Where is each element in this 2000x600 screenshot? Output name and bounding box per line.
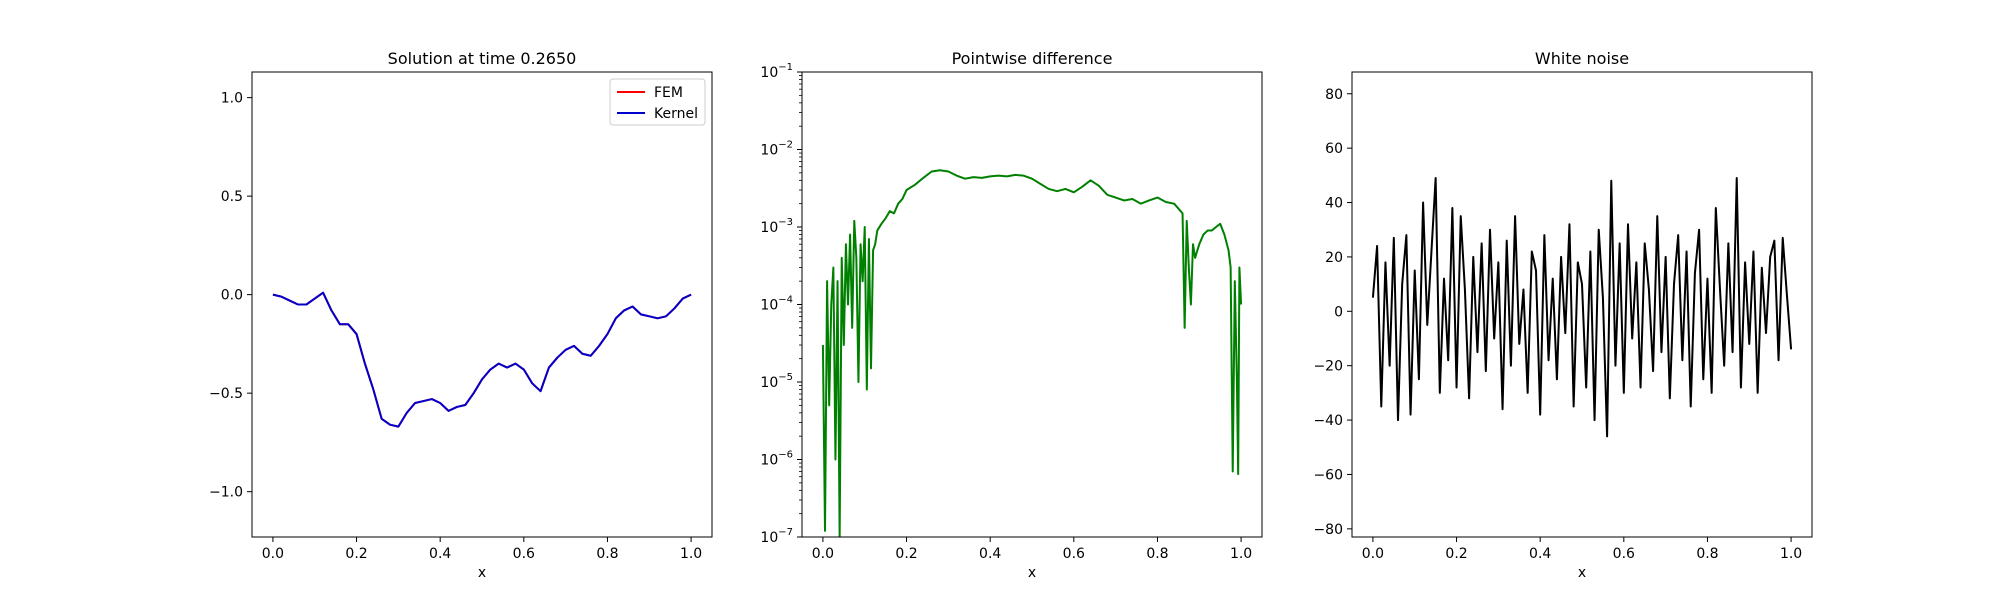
legend: FEM Kernel [609,78,706,126]
series-line-solution-kernel [272,291,692,428]
x-tick-label-solution-3: 0.6 [513,546,535,562]
series-layer-solution [272,291,692,428]
y-tick-label-difference-4: 10−3 [760,217,793,236]
y-tick-label-noise-7: 60 [1325,141,1343,157]
x-axis-label-difference: x [1028,565,1036,581]
x-tick-label-solution-4: 0.8 [596,546,618,562]
series-layer-noise [1371,177,1793,438]
y-tick-label-solution-1: −0.5 [209,386,243,402]
x-tick-label-solution-1: 0.2 [345,546,367,562]
chart-title-solution: Solution at time 0.2650 [388,49,577,68]
y-tick-label-noise-8: 80 [1325,87,1343,103]
series-line-difference-0 [821,169,1243,537]
x-tick-label-difference-1: 0.2 [895,546,917,562]
x-tick-label-solution-0: 0.0 [262,546,284,562]
y-tick-label-noise-5: 20 [1325,250,1343,266]
y-tick-label-difference-3: 10−4 [760,295,793,314]
x-tick-label-difference-4: 0.8 [1146,546,1168,562]
series-line-noise-0 [1371,177,1793,438]
y-tick-label-noise-1: −60 [1313,467,1343,483]
x-tick-label-noise-0: 0.0 [1362,546,1384,562]
x-tick-label-difference-0: 0.0 [812,546,834,562]
x-tick-label-solution-5: 1.0 [680,546,702,562]
y-tick-label-difference-2: 10−5 [760,372,793,391]
y-tick-label-difference-5: 10−2 [760,140,793,159]
y-tick-label-difference-1: 10−6 [760,450,793,469]
y-tick-label-noise-4: 0 [1334,304,1343,320]
y-tick-label-difference-0: 10−7 [760,527,793,546]
x-tick-label-difference-2: 0.4 [979,546,1001,562]
legend-label-kernel: Kernel [654,106,698,122]
plot-area-difference [802,72,1262,537]
y-tick-label-difference-6: 10−1 [760,62,793,81]
x-tick-label-solution-2: 0.4 [429,546,451,562]
y-tick-label-solution-3: 0.5 [221,189,243,205]
x-tick-label-difference-5: 1.0 [1230,546,1252,562]
y-tick-label-solution-4: 1.0 [221,91,243,107]
chart-title-difference: Pointwise difference [952,49,1113,68]
x-tick-label-difference-3: 0.6 [1063,546,1085,562]
x-axis-label-solution: x [478,565,486,581]
ticks-layer-solution: 0.0 0.2 0.4 0.6 0.8 1.0 −1.0 −0.5 0.0 0.5 1.0 [209,91,702,562]
x-tick-label-noise-5: 1.0 [1780,546,1802,562]
y-tick-label-noise-3: −20 [1313,359,1343,375]
y-tick-label-solution-0: −1.0 [209,485,243,501]
axes-frame-noise [1351,71,1813,538]
plot-area-solution [252,72,712,537]
chart-title-noise: White noise [1535,49,1629,68]
legend-label-fem: FEM [654,85,683,101]
x-tick-label-noise-3: 0.6 [1613,546,1635,562]
x-axis-label-noise: x [1578,565,1586,581]
axes-frame-solution [251,71,713,538]
series-layer-difference [821,169,1243,537]
ticks-layer-difference: 0.0 0.2 0.4 0.6 0.8 1.0 10−7 10−6 10−5 10−4 10−3 10… [760,62,1252,562]
y-tick-label-noise-6: 40 [1325,196,1343,212]
panel-solution: 0.0 0.2 0.4 0.6 0.8 1.0 −1.0 −0.5 0.0 0.5 1.0 Solu… [209,49,713,581]
y-tick-label-noise-0: −80 [1313,522,1343,538]
y-tick-label-noise-2: −40 [1313,413,1343,429]
x-tick-label-noise-1: 0.2 [1445,546,1467,562]
x-tick-label-noise-4: 0.8 [1696,546,1718,562]
y-tick-label-solution-2: 0.0 [221,288,243,304]
panel-pointwise-difference: 0.0 0.2 0.4 0.6 0.8 1.0 10−7 10−6 10−5 10−4 10−3 10… [760,49,1263,581]
ticks-layer-noise: 0.0 0.2 0.4 0.6 0.8 1.0 −80 −60 −40 −20 0 20 40 60 80 [1313,87,1802,562]
panel-white-noise: 0.0 0.2 0.4 0.6 0.8 1.0−80−60−40−20020406080 … [1313,49,1813,581]
x-tick-label-noise-2: 0.4 [1529,546,1551,562]
